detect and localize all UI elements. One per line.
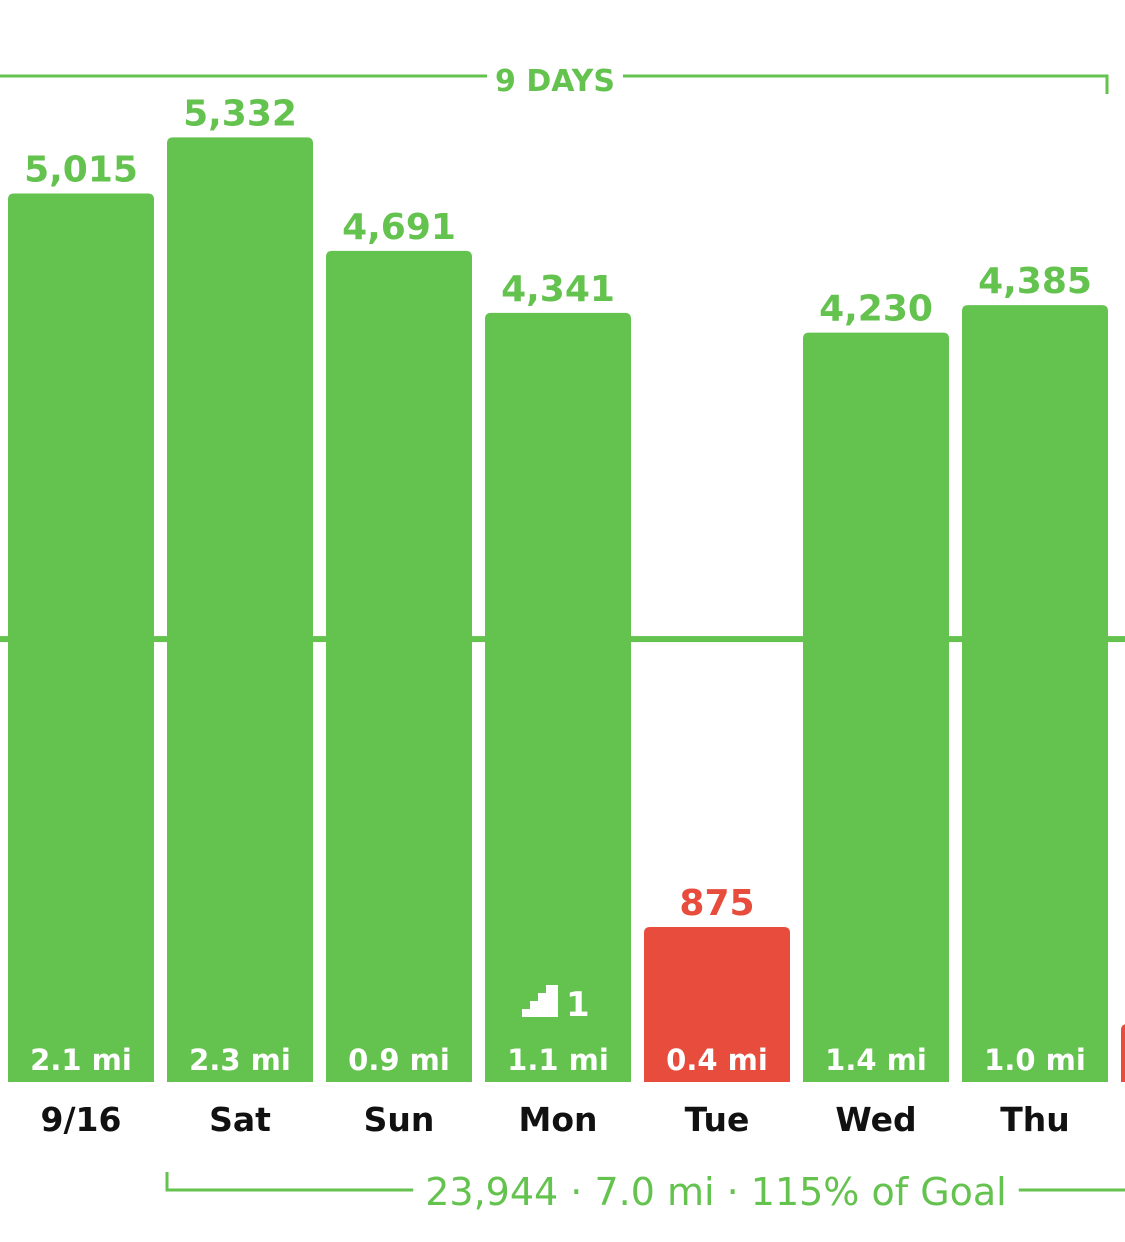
summary-label: 23,944 · 7.0 mi · 115% of Goal: [425, 1170, 1007, 1214]
day-label: Sat: [209, 1100, 271, 1139]
value-label: 875: [679, 883, 754, 924]
distance-label: 1.1 mi: [507, 1043, 609, 1077]
bar-wed: [803, 332, 949, 1083]
distance-label: 0.9 mi: [348, 1043, 450, 1077]
summary-bracket: [165, 1172, 1125, 1192]
streak-label: 9 DAYS: [495, 64, 615, 99]
distance-label: 0.4 mi: [666, 1043, 768, 1077]
goal-layer: [0, 636, 1125, 643]
bar-tue: [644, 926, 790, 1082]
value-label: 4,230: [819, 289, 933, 330]
bar-partial-next: [1121, 1024, 1125, 1082]
brackets-layer: 9 DAYS 23,944 · 7.0 mi · 115% of Goal: [0, 64, 1125, 1214]
day-label: Wed: [835, 1100, 916, 1139]
distance-label: 1.0 mi: [984, 1043, 1086, 1077]
day-label: 9/16: [41, 1100, 122, 1139]
distance-label: 2.3 mi: [189, 1043, 291, 1077]
labels-layer: 5,015 2.1 mi 9/16 5,332 2.3 mi Sat 4,691 0.9 mi…: [24, 93, 1092, 1139]
distance-label: 2.1 mi: [30, 1043, 132, 1077]
value-label: 4,691: [342, 207, 456, 248]
day-label: Sun: [364, 1100, 435, 1139]
streak-bracket: [0, 74, 1109, 94]
goal-line: [0, 636, 1125, 643]
bar-mon: [485, 312, 631, 1082]
stairs-icon: [522, 985, 558, 1017]
day-label: Tue: [685, 1100, 750, 1139]
value-label: 5,332: [183, 93, 297, 134]
bar-sat: [167, 137, 313, 1082]
value-label: 4,385: [978, 261, 1092, 302]
bars-layer: [8, 137, 1125, 1083]
distance-label: 1.4 mi: [825, 1043, 927, 1077]
flights-count: 1: [566, 985, 590, 1025]
value-label: 4,341: [501, 269, 615, 310]
bar-thu: [962, 305, 1108, 1083]
bar-sun: [326, 250, 472, 1083]
day-label: Mon: [518, 1100, 597, 1139]
day-label: Thu: [1000, 1100, 1070, 1139]
value-label: 5,015: [24, 150, 138, 191]
